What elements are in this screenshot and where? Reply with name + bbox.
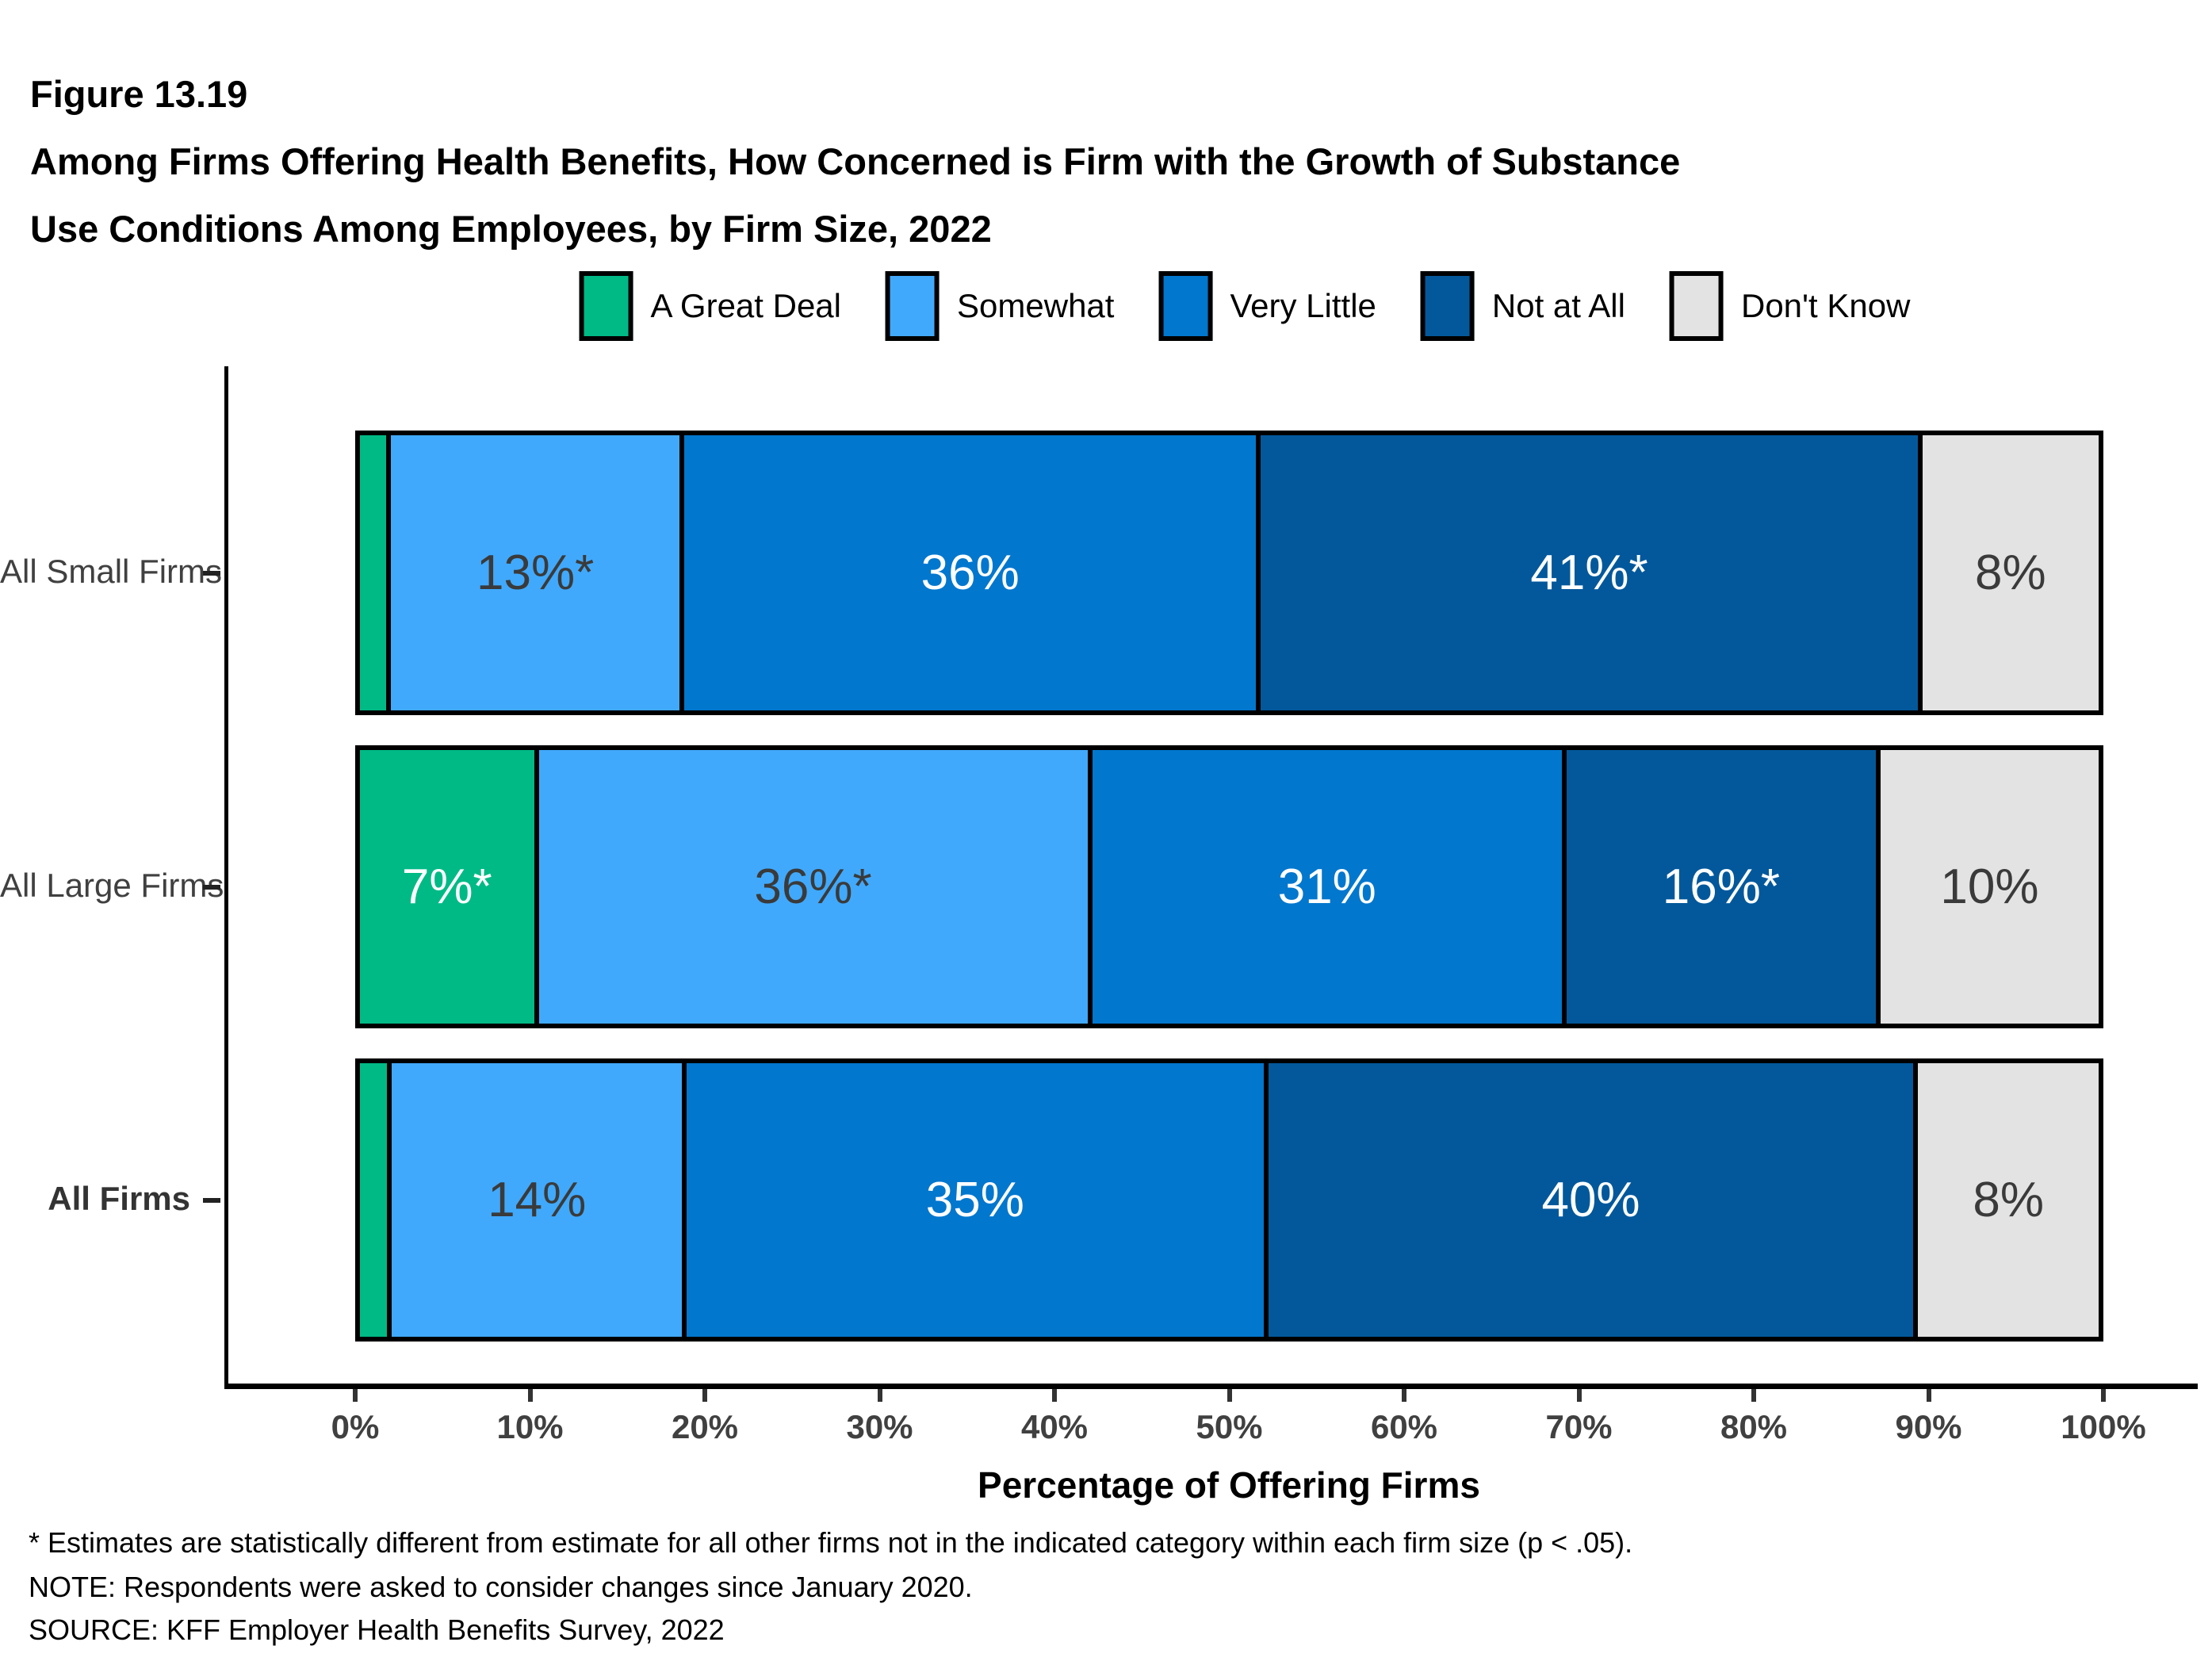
x-axis-tick <box>1926 1389 1931 1402</box>
bar-segment-very-little: 35% <box>686 1063 1269 1337</box>
bar-segment-somewhat: 36%* <box>538 750 1093 1024</box>
legend-swatch-icon <box>579 271 633 341</box>
bar-segment-a-great-deal <box>360 435 392 710</box>
segment-value-label: 41%* <box>1530 545 1648 600</box>
bar-segment-somewhat: 14% <box>392 1063 687 1337</box>
legend: A Great Deal Somewhat Very Little Not at Al… <box>579 271 1911 341</box>
x-axis-tick <box>353 1389 358 1402</box>
footnote-source: SOURCE: KFF Employer Health Benefits Sur… <box>29 1613 725 1646</box>
segment-value-label: 8% <box>1975 545 2046 600</box>
x-axis-tick-label: 10% <box>496 1408 564 1445</box>
segment-value-label: 7%* <box>401 859 492 914</box>
segment-value-label: 14% <box>488 1173 587 1227</box>
x-axis-tick <box>2101 1389 2106 1402</box>
category-label: All Large Firms <box>0 866 224 904</box>
segment-value-label: 8% <box>1973 1173 2045 1227</box>
legend-label: Not at All <box>1491 287 1625 324</box>
legend-label: A Great Deal <box>650 287 842 324</box>
bar-segment-not-at-all: 41%* <box>1261 435 1923 710</box>
bar-segment-very-little: 31% <box>1092 750 1567 1024</box>
x-axis-tick <box>1402 1389 1406 1402</box>
segment-value-label: 16%* <box>1662 859 1780 914</box>
x-axis-title: Percentage of Offering Firms <box>978 1464 1480 1506</box>
x-axis-tick-label: 100% <box>2061 1408 2146 1445</box>
x-axis-tick-label: 90% <box>1895 1408 1962 1445</box>
bar-segment-don-t-know: 8% <box>1918 1063 2099 1337</box>
bar-segment-not-at-all: 16%* <box>1566 750 1881 1024</box>
segment-value-label: 13%* <box>476 545 595 600</box>
category-tick <box>203 570 220 576</box>
bar-segment-don-t-know: 8% <box>1922 435 2099 710</box>
bar-segment-a-great-deal: 7%* <box>360 750 539 1024</box>
segment-value-label: 31% <box>1277 859 1376 914</box>
x-axis-tick-label: 50% <box>1196 1408 1263 1445</box>
legend-item: Very Little <box>1158 271 1376 341</box>
bar-segment-not-at-all: 40% <box>1268 1063 1919 1337</box>
category-label: All Firms <box>48 1179 190 1217</box>
bar-row: 13%* 36% 41%* 8% <box>355 431 2103 715</box>
legend-label: Somewhat <box>957 287 1115 324</box>
bar-segment-don-t-know: 10% <box>1880 750 2099 1024</box>
legend-item: Not at All <box>1420 271 1625 341</box>
x-axis-tick <box>1576 1389 1582 1402</box>
legend-item: A Great Deal <box>579 271 842 341</box>
y-axis-line <box>224 366 228 1389</box>
x-axis-tick <box>1052 1389 1057 1402</box>
x-axis-tick <box>527 1389 533 1402</box>
chart-title-line-2: Use Conditions Among Employees, by Firm … <box>30 208 992 250</box>
x-axis-tick-label: 20% <box>671 1408 739 1445</box>
legend-label: Don't Know <box>1740 287 1911 324</box>
legend-swatch-icon <box>1420 271 1475 341</box>
figure-number: Figure 13.19 <box>30 73 248 115</box>
title-block: Figure 13.19 Among Firms Offering Health… <box>30 60 1680 262</box>
category-label: All Small Firms <box>0 552 222 590</box>
x-axis-tick-label: 80% <box>1720 1408 1788 1445</box>
segment-value-label: 10% <box>1940 859 2039 914</box>
x-axis-tick-label: 40% <box>1020 1408 1089 1445</box>
segment-value-label: 40% <box>1541 1173 1640 1227</box>
legend-item: Don't Know <box>1669 271 1911 341</box>
legend-swatch-icon <box>1158 271 1213 341</box>
x-axis-tick-label: 60% <box>1370 1408 1438 1445</box>
x-axis-tick <box>877 1389 882 1402</box>
x-axis-tick-label: 70% <box>1545 1408 1613 1445</box>
legend-item: Somewhat <box>886 271 1114 341</box>
x-axis-tick <box>1227 1389 1232 1402</box>
x-axis-tick-label: 30% <box>846 1408 913 1445</box>
segment-value-label: 36% <box>920 545 1020 600</box>
bar-segment-somewhat: 13%* <box>391 435 685 710</box>
category-tick <box>203 1197 220 1203</box>
x-axis-tick <box>1751 1389 1756 1402</box>
chart-title-line-1: Among Firms Offering Health Benefits, Ho… <box>30 140 1681 182</box>
footnote-significance: * Estimates are statistically different … <box>29 1526 1633 1559</box>
category-tick <box>203 884 220 890</box>
bar-segment-a-great-deal <box>360 1063 392 1337</box>
bar-row: 14% 35% 40% 8% <box>355 1058 2103 1342</box>
x-axis-tick-label: 0% <box>331 1408 380 1445</box>
x-axis-tick <box>702 1389 707 1402</box>
segment-value-label: 36%* <box>754 859 872 914</box>
legend-label: Very Little <box>1230 287 1376 324</box>
bar-row: 7%* 36%* 31% 16%* 10% <box>355 745 2103 1028</box>
bar-segment-very-little: 36% <box>684 435 1261 710</box>
legend-swatch-icon <box>1669 271 1724 341</box>
x-axis-line <box>224 1384 2198 1389</box>
legend-swatch-icon <box>886 271 940 341</box>
footnote-note: NOTE: Respondents were asked to consider… <box>29 1571 973 1603</box>
segment-value-label: 35% <box>925 1173 1024 1227</box>
